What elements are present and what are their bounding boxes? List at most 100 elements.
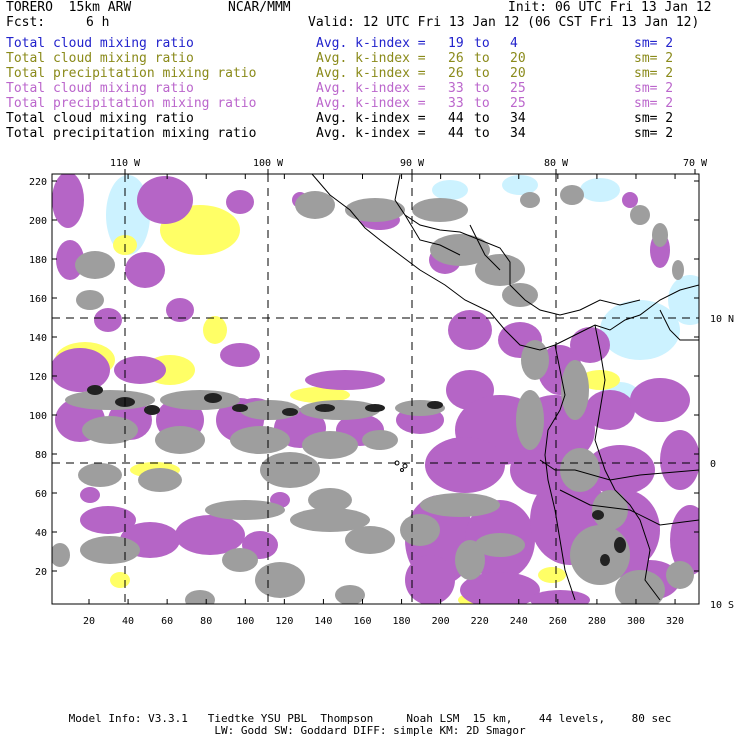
gray-precip-area (615, 570, 665, 604)
latitude-label: 0 (710, 459, 716, 470)
purple-precip-area (660, 430, 699, 490)
legend-stat-label: Avg. k-index = (316, 66, 426, 81)
gray-precip-area (520, 192, 540, 208)
latitude-label: 10 N (710, 314, 734, 325)
legend-range-to: 20 (510, 51, 526, 66)
legend-row: Total cloud mixing ratio Avg. k-index = 33… (6, 81, 736, 96)
purple-precip-area (630, 378, 690, 422)
y-tick-label: 140 (29, 333, 47, 344)
y-tick-label: 60 (35, 489, 47, 500)
gray-precip-area (302, 431, 358, 459)
legend-smoothing: sm= 2 (634, 36, 674, 51)
legend-stat-label: Avg. k-index = (316, 111, 426, 126)
border-central-america (469, 224, 501, 271)
map-frame (51, 173, 700, 605)
gray-precip-area (430, 234, 490, 266)
gray-precip-area (82, 416, 138, 444)
forecast-hours: 6 h (86, 15, 110, 30)
purple-precip-area (622, 192, 638, 208)
gray-precip-area (652, 223, 668, 247)
legend-range-to-word: to (474, 66, 490, 81)
gray-precip-area (560, 185, 584, 205)
purple-precip-area (80, 487, 100, 503)
longitude-label: 90 W (400, 158, 425, 169)
gray-precip-area (255, 562, 305, 598)
galapagos-island (402, 463, 408, 469)
legend-range-to: 25 (510, 96, 526, 111)
purple-precip-area (94, 308, 122, 332)
legend-row: Total cloud mixing ratio Avg. k-index = 44… (6, 111, 736, 126)
purple-precip-area (425, 437, 505, 493)
coastline-south-america-pacific (544, 344, 576, 601)
legend-row: Total cloud mixing ratio Avg. k-index = 26… (6, 51, 736, 66)
legend-stat-label: Avg. k-index = (316, 96, 426, 111)
legend-field-name: Total precipitation mixing ratio (6, 126, 257, 141)
legend-smoothing: sm= 2 (634, 111, 674, 126)
gray-precip-area (65, 390, 155, 410)
purple-precip-area (125, 252, 165, 288)
purple-precip-area (585, 390, 635, 430)
x-tick-label: 200 (432, 616, 450, 625)
gray-precip-area (138, 468, 182, 492)
purple-precip-area (166, 298, 194, 322)
purple-precip-area (114, 356, 166, 384)
legend-field-name: Total cloud mixing ratio (6, 111, 194, 126)
x-tick-label: 80 (200, 616, 212, 625)
legend-field-name: Total precipitation mixing ratio (6, 66, 257, 81)
gray-precip-area (666, 561, 694, 589)
yellow-cloud-area (203, 316, 227, 344)
legend-smoothing: sm= 2 (634, 66, 674, 81)
gray-precip-area (290, 508, 370, 532)
yellow-cloud-area (290, 387, 350, 403)
dark-precip-core (232, 404, 248, 412)
model-info-line: Model Info: V3.3.1 Tiedtke YSU PBL Thomp… (68, 712, 672, 725)
gray-precip-area (630, 205, 650, 225)
purple-precip-area (80, 506, 136, 534)
legend-smoothing: sm= 2 (634, 81, 674, 96)
gray-precip-area (222, 548, 258, 572)
legend-range-from: 33 (448, 81, 464, 96)
longitude-label: 100 W (253, 158, 284, 169)
latitude-label: 10 S (710, 600, 734, 611)
y-tick-label: 220 (29, 177, 47, 188)
x-tick-label: 20 (83, 616, 95, 625)
x-tick-label: 120 (275, 616, 293, 625)
gray-precip-area (75, 251, 115, 279)
lat-lon-grid (52, 174, 699, 604)
gray-precip-area (52, 543, 70, 567)
legend-field-name: Total cloud mixing ratio (6, 81, 194, 96)
weather-map: 110 W 100 W 90 W 80 W 70 W 10 N 0 10 S 20 40 60 80 1… (29, 158, 734, 625)
dark-precip-core (204, 393, 222, 403)
purple-precip-area (530, 590, 590, 604)
gray-precip-area (78, 463, 122, 487)
legend-row: Total precipitation mixing ratio Avg. k-i… (6, 126, 736, 141)
cyan-cloud-area (432, 180, 468, 200)
gray-precip-area (420, 493, 500, 517)
dark-precip-core (144, 405, 160, 415)
axis-labels: 110 W 100 W 90 W 80 W 70 W 10 N 0 10 S 20 40 60 80 1… (29, 158, 734, 625)
gray-precip-area (570, 525, 630, 585)
y-tick-label: 160 (29, 294, 47, 305)
legend-stat-label: Avg. k-index = (316, 126, 426, 141)
forecast-label: Fcst: (6, 15, 46, 30)
gray-precip-area (345, 198, 405, 222)
y-tick-label: 200 (29, 216, 47, 227)
model-title: TORERO 15km ARW (6, 0, 132, 15)
coastline-caribbean (394, 174, 641, 316)
legend-range-to-word: to (474, 96, 490, 111)
y-tick-label: 20 (35, 567, 47, 578)
x-tick-label: 100 (236, 616, 254, 625)
x-tick-label: 240 (510, 616, 528, 625)
longitude-label: 80 W (544, 158, 569, 169)
gray-precip-area (308, 488, 352, 512)
yellow-cloud-area (580, 370, 620, 390)
border-ecuador-peru (539, 459, 699, 481)
coastlines (311, 174, 699, 601)
legend-field-name: Total precipitation mixing ratio (6, 96, 257, 111)
legend-range-to: 20 (510, 66, 526, 81)
x-tick-label: 220 (471, 616, 489, 625)
dark-precip-core (87, 385, 103, 395)
gray-precip-area (475, 533, 525, 557)
dark-precip-core (600, 554, 610, 566)
legend-row: Total cloud mixing ratio Avg. k-index = 19… (6, 36, 736, 51)
